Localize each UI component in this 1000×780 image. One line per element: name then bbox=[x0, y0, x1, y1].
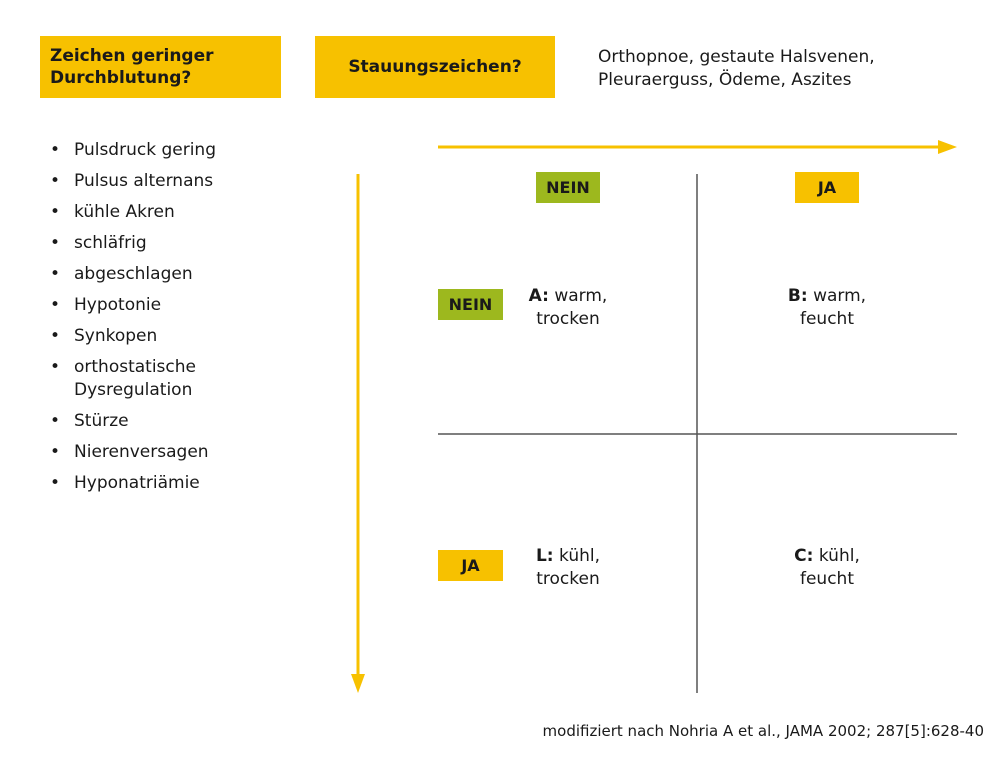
row-tag-no: NEIN bbox=[438, 289, 503, 320]
quadrant-b-line2: feucht bbox=[799, 309, 854, 329]
quadrant-b: B: warm, feucht bbox=[752, 285, 902, 331]
quadrant-b-line1: warm, bbox=[813, 286, 867, 306]
quadrant-a-line1: warm, bbox=[554, 286, 608, 306]
congestion-question: Stauungszeichen? bbox=[348, 57, 522, 77]
congestion-axis-arrowhead bbox=[938, 140, 957, 154]
quadrant-a: A: warm, trocken bbox=[493, 285, 643, 331]
quadrant-l: L: kühl, trocken bbox=[493, 545, 643, 591]
quadrant-c-line1: kühl, bbox=[818, 546, 860, 566]
quadrant-b-letter: B: bbox=[787, 286, 808, 306]
quadrant-l-letter: L: bbox=[535, 546, 554, 566]
list-item: abgeschlagen bbox=[48, 263, 216, 286]
hypoperfusion-signs-list: Pulsdruck gering Pulsus alternans kühle … bbox=[48, 139, 216, 503]
list-item: schläfrig bbox=[48, 232, 216, 255]
column-tag-yes: JA bbox=[795, 172, 859, 203]
list-item: kühle Akren bbox=[48, 201, 216, 224]
row-tag-yes: JA bbox=[438, 550, 503, 581]
list-item: Hyponatriämie bbox=[48, 472, 216, 495]
quadrant-l-line2: trocken bbox=[536, 569, 600, 589]
perfusion-question-box: Zeichen geringer Durchblutung? bbox=[40, 36, 281, 98]
list-item: Pulsdruck gering bbox=[48, 139, 216, 162]
list-item: Synkopen bbox=[48, 325, 216, 348]
source-citation: modifiziert nach Nohria A et al., JAMA 2… bbox=[542, 722, 984, 740]
list-item: Hypotonie bbox=[48, 294, 216, 317]
congestion-question-box: Stauungszeichen? bbox=[315, 36, 555, 98]
congestion-signs-line2: Pleuraerguss, Ödeme, Aszites bbox=[598, 70, 852, 90]
list-item: Pulsus alternans bbox=[48, 170, 216, 193]
quadrant-a-letter: A: bbox=[528, 286, 549, 306]
perfusion-question: Zeichen geringer Durchblutung? bbox=[50, 46, 214, 88]
list-item: orthostatische Dysregulation bbox=[48, 356, 214, 402]
quadrant-c: C: kühl, feucht bbox=[752, 545, 902, 591]
congestion-signs-line1: Orthopnoe, gestaute Halsvenen, bbox=[598, 47, 875, 67]
quadrant-a-line2: trocken bbox=[536, 309, 600, 329]
column-tag-no: NEIN bbox=[536, 172, 600, 203]
quadrant-c-line2: feucht bbox=[799, 569, 854, 589]
quadrant-l-line1: kühl, bbox=[559, 546, 601, 566]
list-item: Nierenversagen bbox=[48, 441, 216, 464]
congestion-signs: Orthopnoe, gestaute Halsvenen, Pleuraerg… bbox=[598, 46, 875, 92]
quadrant-c-letter: C: bbox=[794, 546, 814, 566]
perfusion-axis-arrowhead bbox=[351, 674, 365, 693]
list-item: Stürze bbox=[48, 410, 216, 433]
